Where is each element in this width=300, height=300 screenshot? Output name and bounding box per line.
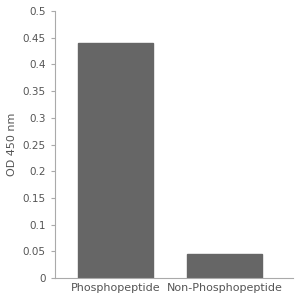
Bar — [79, 43, 153, 278]
Y-axis label: OD 450 nm: OD 450 nm — [7, 113, 17, 176]
Bar — [188, 254, 262, 278]
